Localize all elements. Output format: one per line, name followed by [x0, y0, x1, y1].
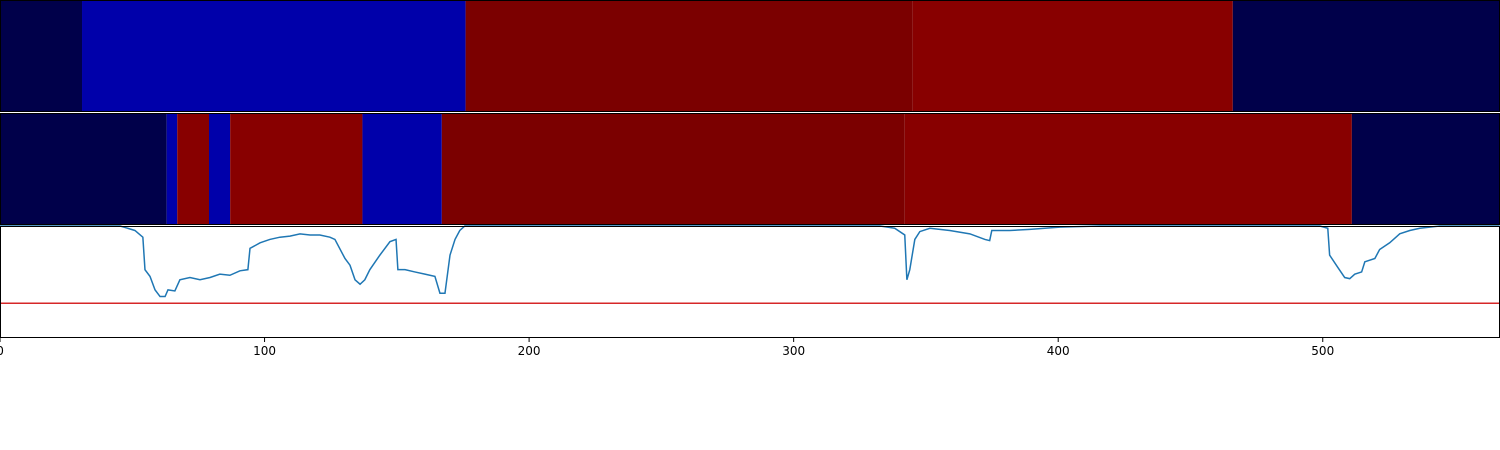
- plot-background: [0, 226, 1500, 338]
- x-tick-label: 400: [1047, 344, 1070, 358]
- segment: [1232, 0, 1500, 112]
- segment: [1351, 113, 1500, 225]
- x-tick-label: 500: [1311, 344, 1334, 358]
- x-tick-label: 300: [782, 344, 805, 358]
- x-tick-label: 0: [0, 344, 4, 358]
- segment: [0, 113, 167, 225]
- x-tick-label: 200: [518, 344, 541, 358]
- x-tick-label: 100: [253, 344, 276, 358]
- segment: [441, 113, 905, 225]
- segment: [82, 0, 466, 112]
- segment: [0, 0, 83, 112]
- segment: [230, 113, 363, 225]
- segment: [208, 113, 231, 225]
- data-line: [0, 225, 1500, 298]
- segment: [362, 113, 442, 225]
- segment: [912, 0, 1233, 112]
- segment: [177, 113, 209, 225]
- segment: [904, 113, 1352, 225]
- segment: [465, 0, 913, 112]
- segment: [166, 113, 178, 225]
